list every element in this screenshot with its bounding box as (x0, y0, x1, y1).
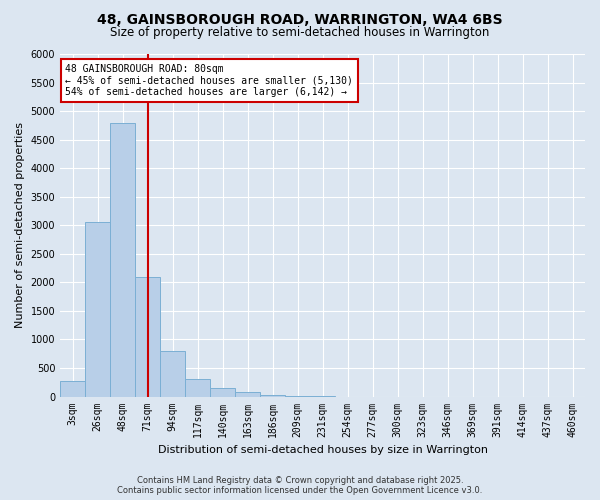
Text: 48 GAINSBOROUGH ROAD: 80sqm
← 45% of semi-detached houses are smaller (5,130)
54: 48 GAINSBOROUGH ROAD: 80sqm ← 45% of sem… (65, 64, 353, 98)
Bar (135, 276, 160, 396)
Bar (210, 388, 235, 396)
Bar (60, 381, 85, 396)
Bar (235, 392, 260, 396)
Y-axis label: Number of semi-detached properties: Number of semi-detached properties (15, 122, 25, 328)
X-axis label: Distribution of semi-detached houses by size in Warrington: Distribution of semi-detached houses by … (158, 445, 488, 455)
Bar (85, 222, 110, 396)
Text: 48, GAINSBOROUGH ROAD, WARRINGTON, WA4 6BS: 48, GAINSBOROUGH ROAD, WARRINGTON, WA4 6… (97, 12, 503, 26)
Text: Contains HM Land Registry data © Crown copyright and database right 2025.
Contai: Contains HM Land Registry data © Crown c… (118, 476, 482, 495)
Bar (110, 122, 135, 396)
Bar (160, 351, 185, 397)
Bar (260, 395, 285, 396)
Bar (185, 380, 210, 396)
Text: Size of property relative to semi-detached houses in Warrington: Size of property relative to semi-detach… (110, 26, 490, 39)
